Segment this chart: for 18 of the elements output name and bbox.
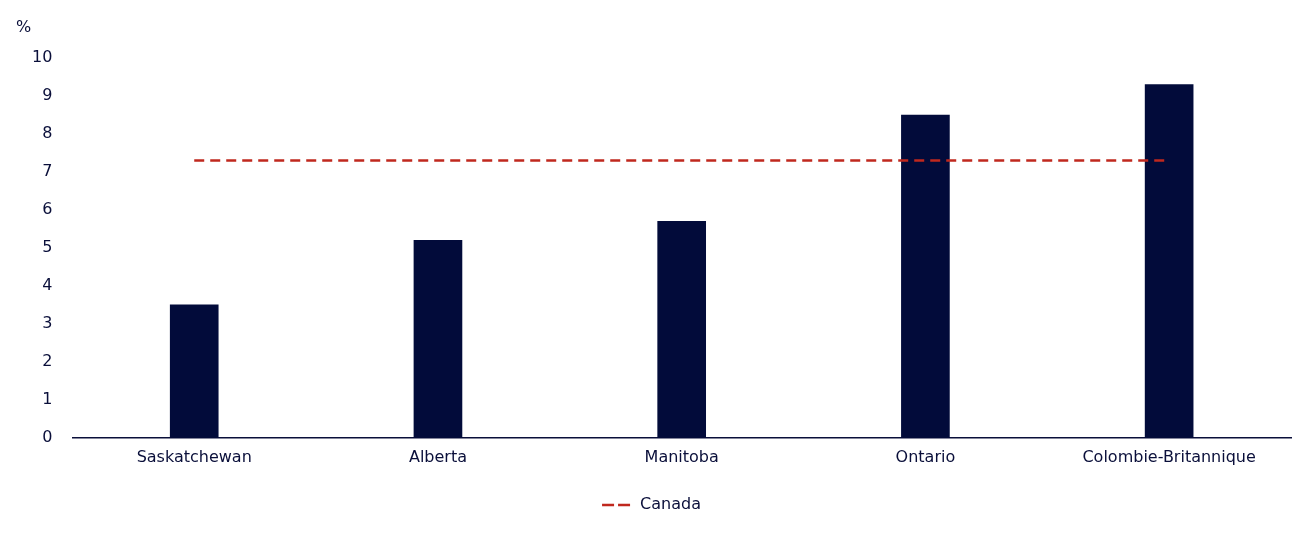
y-tick-label: 9 (42, 85, 53, 105)
x-tick-label: Saskatchewan (136, 446, 252, 466)
x-tick-label: Manitoba (644, 446, 719, 466)
y-tick-label: 4 (42, 275, 53, 295)
y-tick-label: 1 (42, 388, 53, 408)
y-tick-label: 7 (42, 161, 53, 181)
y-tick-label: 3 (42, 313, 53, 333)
y-tick-label: 8 (42, 123, 53, 143)
x-tick-label: Ontario (895, 446, 956, 466)
legend-label: Canada (640, 494, 701, 514)
y-tick-label: 6 (42, 199, 53, 219)
x-tick-label: Colombie-Britannique (1082, 446, 1256, 466)
x-tick-label: Alberta (408, 446, 467, 466)
y-tick-label: 0 (42, 426, 53, 446)
y-axis-title: % (16, 17, 32, 37)
y-tick-label: 2 (42, 351, 53, 370)
y-tick-label: 10 (32, 47, 53, 67)
y-tick-label: 5 (42, 237, 53, 257)
